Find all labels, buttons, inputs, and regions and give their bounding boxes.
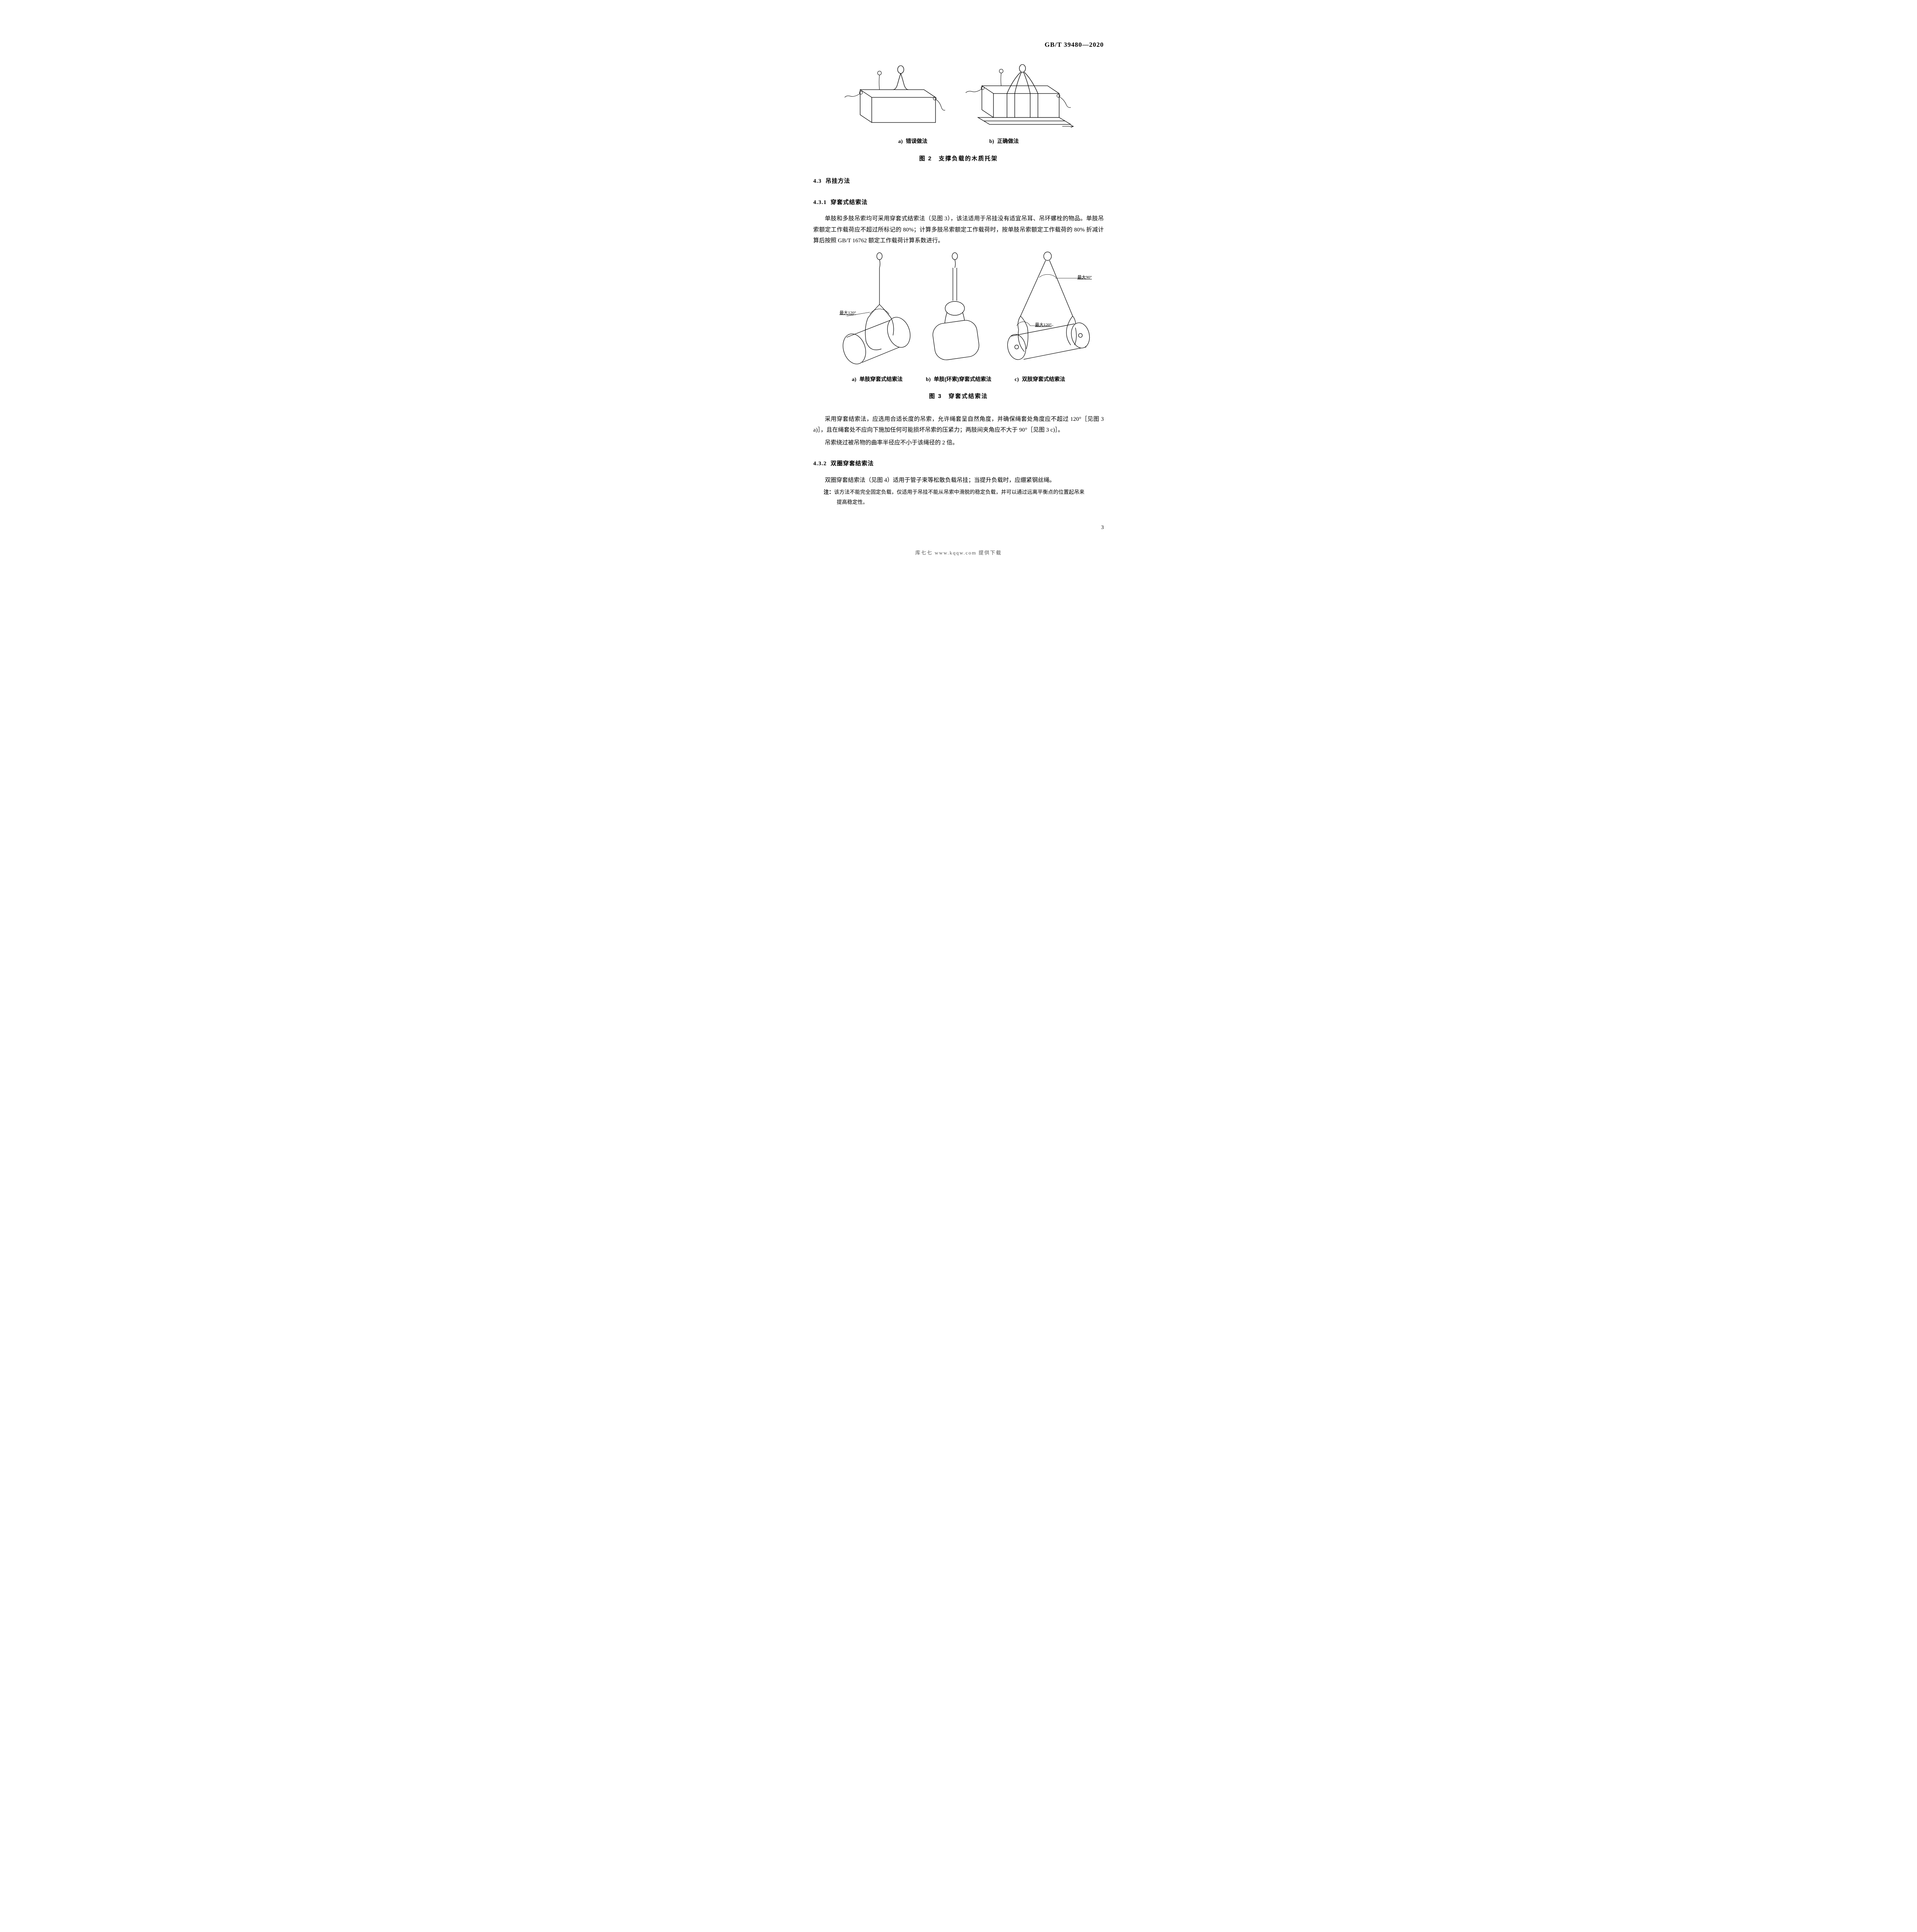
- section-title: 穿套式结索法: [831, 199, 868, 206]
- figure-3c-annotation-90: 最大90°: [1077, 274, 1092, 282]
- section-number: 4.3.2: [813, 461, 827, 467]
- figure-3b-caption: b) 单肢(环索)穿套式结索法: [926, 374, 992, 385]
- figure-2b-caption: b)正确做法: [989, 136, 1019, 147]
- figure-2: a)错误做法 b)正确做法 图 2 支撑负载的木质托架: [813, 63, 1104, 164]
- page-number: 3: [813, 523, 1104, 533]
- figure-3: 最大120°: [813, 250, 1104, 402]
- section-4-3-2-heading: 4.3.2 双圈穿套结索法: [813, 458, 1104, 469]
- section-4-3-1-heading: 4.3.1 穿套式结索法: [813, 197, 1104, 208]
- note-lead: 注：: [824, 489, 834, 495]
- caption-text: 错误做法: [906, 138, 927, 144]
- section-number: 4.3: [813, 178, 822, 184]
- standard-id: GB/T 39480—2020: [813, 39, 1104, 51]
- figure-3c-svg: [997, 250, 1094, 366]
- caption-text: 正确做法: [997, 138, 1019, 144]
- section-number: 4.3.1: [813, 199, 827, 206]
- figure-3-title: 图 3 穿套式结索法: [813, 391, 1104, 402]
- section-title: 双圈穿套结索法: [831, 460, 874, 467]
- figure-3a-caption: a)单肢穿套式结索法: [852, 374, 903, 385]
- figure-3c-caption: c)双肢穿套式结索法: [1015, 374, 1065, 385]
- caption-prefix: b): [989, 139, 994, 145]
- figure-2-title: 图 2 支撑负载的木质托架: [813, 153, 1104, 165]
- caption-prefix: c): [1015, 377, 1019, 383]
- footer-text: 库七七 www.kqqw.com 提供下载: [813, 548, 1104, 558]
- caption-text: 单肢穿套式结索法: [859, 376, 903, 382]
- caption-prefix: a): [852, 377, 856, 383]
- figure-2b-svg: [963, 63, 1075, 128]
- section-title: 吊挂方法: [825, 178, 850, 184]
- para-4-3-2-1: 双圈穿套结索法（见图 4）适用于管子束等松散负载吊挂；当提升负载时，应绷紧钢丝绳…: [813, 475, 1104, 486]
- figure-3a-svg: [823, 250, 912, 366]
- caption-prefix: b): [926, 377, 930, 383]
- note-4-3-2: 注：该方法不能完全固定负载，仅适用于吊挂不能从吊索中滑脱的稳定负载，并可以通过远…: [813, 487, 1104, 497]
- caption-prefix: a): [898, 139, 903, 145]
- para-4-3-1-2: 采用穿套结索法，应选用合适长度的吊索，允许绳套呈自然角度，并确保绳套处角度应不超…: [813, 414, 1104, 436]
- caption-text: 单肢(环索)穿套式结索法: [934, 376, 991, 382]
- caption-text: 双肢穿套式结索法: [1022, 376, 1065, 382]
- note-body: 该方法不能完全固定负载，仅适用于吊挂不能从吊索中滑脱的稳定负载，并可以通过远离平…: [834, 489, 1085, 495]
- figure-3b-svg: [916, 250, 993, 366]
- figure-3c-annotation-120: 最大120°: [1035, 321, 1052, 329]
- section-4-3-heading: 4.3吊挂方法: [813, 176, 1104, 187]
- note-4-3-2-cont: 提高稳定性。: [813, 497, 1104, 507]
- figure-2a-svg: [843, 63, 947, 128]
- figure-2a-caption: a)错误做法: [898, 136, 927, 147]
- figure-3a-annotation: 最大120°: [840, 309, 856, 317]
- para-4-3-1-3: 吊索绕过被吊物的曲率半径应不小于该绳径的 2 倍。: [813, 437, 1104, 449]
- para-4-3-1-1: 单肢和多肢吊索均可采用穿套式结索法（见图 3），该法适用于吊挂没有适宜吊耳、吊环…: [813, 213, 1104, 247]
